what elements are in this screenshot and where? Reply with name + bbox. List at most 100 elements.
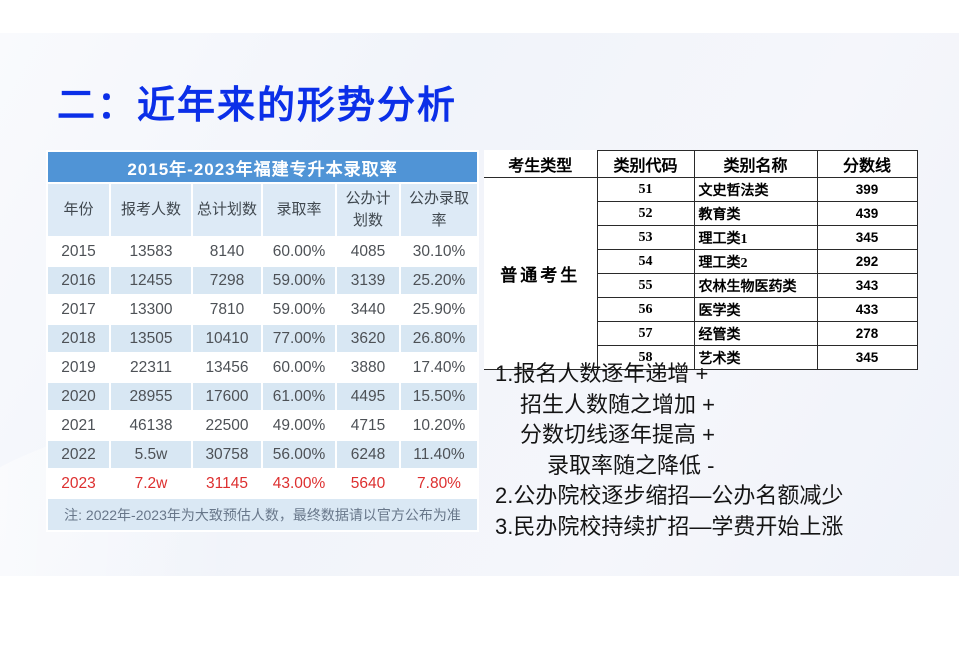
table-cell: 22311	[111, 354, 191, 381]
table-cell: 2020	[48, 383, 109, 410]
right-column-header: 类别代码	[596, 150, 695, 178]
score-line-cell: 278	[816, 321, 918, 346]
table-cell: 2017	[48, 296, 109, 323]
left-column-header: 公办录取率	[401, 184, 477, 236]
score-line-cell: 292	[816, 249, 918, 274]
table-row: 2018 13505 10410 77.00% 3620 26.80%	[48, 325, 477, 352]
score-line-cell: 433	[816, 297, 918, 322]
score-line-cell: 345	[816, 225, 918, 250]
table-cell: 7810	[193, 296, 261, 323]
table-cell: 12455	[111, 267, 191, 294]
category-code-cell: 52	[596, 201, 695, 226]
table-cell: 46138	[111, 412, 191, 439]
table-cell: 2015	[48, 238, 109, 265]
table-cell: 2018	[48, 325, 109, 352]
category-name-cell: 文史哲法类	[693, 177, 818, 202]
table-cell: 31145	[193, 470, 261, 497]
table-row: 2020 28955 17600 61.00% 4495 15.50%	[48, 383, 477, 410]
score-line-cell: 343	[816, 273, 918, 298]
table-row: 普通考生 51 文史哲法类 399	[484, 177, 918, 370]
table-row: 2016 12455 7298 59.00% 3139 25.20%	[48, 267, 477, 294]
table-cell: 43.00%	[263, 470, 335, 497]
score-line-table: 考生类型 类别代码 类别名称 分数线 普通考生 51 文史哲法类 399 52 教育类 439 53…	[484, 150, 918, 370]
table-row: 2015 13583 8140 60.00% 4085 30.10%	[48, 238, 477, 265]
table-cell: 15.50%	[401, 383, 477, 410]
category-name-cell: 理工类1	[693, 225, 818, 250]
table-cell: 22500	[193, 412, 261, 439]
category-name-cell: 教育类	[693, 201, 818, 226]
table-cell: 4495	[337, 383, 399, 410]
table-cell: 2021	[48, 412, 109, 439]
table-cell: 7298	[193, 267, 261, 294]
table-cell: 11.40%	[401, 441, 477, 468]
analysis-line: 2.公办院校逐步缩招—公办名额减少	[495, 483, 844, 508]
right-table-header-row: 考生类型 类别代码 类别名称 分数线	[484, 150, 918, 178]
category-code-cell: 55	[596, 273, 695, 298]
table-cell: 8140	[193, 238, 261, 265]
score-line-cell: 345	[816, 345, 918, 370]
table-cell: 77.00%	[263, 325, 335, 352]
table-cell: 13456	[193, 354, 261, 381]
table-cell: 10410	[193, 325, 261, 352]
table-row: 55 农林生物医药类 343	[484, 273, 918, 298]
page-title: 二：近年来的形势分析	[57, 85, 458, 127]
table-cell: 3880	[337, 354, 399, 381]
table-row: 2022 5.5w 30758 56.00% 6248 11.40%	[48, 441, 477, 468]
category-code-cell: 58	[596, 345, 695, 370]
table-cell: 25.90%	[401, 296, 477, 323]
table-note: 注: 2022年-2023年为大致预估人数，最终数据请以官方公布为准	[48, 499, 477, 530]
right-column-header: 分数线	[816, 150, 918, 178]
left-column-header: 报考人数	[111, 184, 191, 236]
category-code-cell: 56	[596, 297, 695, 322]
table-cell: 4715	[337, 412, 399, 439]
analysis-line: 3.民办院校持续扩招—学费开始上涨	[495, 513, 844, 539]
admission-rate-table: 2015年-2023年福建专升本录取率 年份 报考人数 总计划数 录取率 公办计划数 公办…	[46, 150, 479, 532]
table-cell: 3440	[337, 296, 399, 323]
table-cell: 60.00%	[263, 238, 335, 265]
table-cell: 10.20%	[401, 412, 477, 439]
table-cell: 59.00%	[263, 267, 335, 294]
table-cell: 5.5w	[111, 441, 191, 468]
table-cell: 3620	[337, 325, 399, 352]
left-column-header: 公办计划数	[337, 184, 399, 236]
category-name-cell: 经管类	[693, 321, 818, 346]
table-cell: 17600	[193, 383, 261, 410]
table-cell: 30758	[193, 441, 261, 468]
analysis-line: 录取率随之降低 -	[547, 452, 715, 478]
table-cell: 60.00%	[263, 354, 335, 381]
category-code-cell: 54	[596, 249, 695, 274]
table-cell: 17.40%	[401, 354, 477, 381]
table-row: 56 医学类 433	[484, 297, 918, 322]
table-cell: 25.20%	[401, 267, 477, 294]
table-row: 54 理工类2 292	[484, 249, 918, 274]
table-note-row: 注: 2022年-2023年为大致预估人数，最终数据请以官方公布为准	[48, 499, 477, 530]
table-cell: 28955	[111, 383, 191, 410]
category-name-cell: 医学类	[693, 297, 818, 322]
analysis-line: 分数切线逐年提高 +	[520, 422, 715, 447]
category-code-cell: 53	[596, 225, 695, 250]
right-column-header: 类别名称	[693, 150, 818, 178]
table-row: 2017 13300 7810 59.00% 3440 25.90%	[48, 296, 477, 323]
analysis-line: 招生人数随之增加 +	[520, 391, 715, 417]
left-column-header: 总计划数	[193, 184, 261, 236]
table-cell: 7.2w	[111, 470, 191, 497]
table-cell: 61.00%	[263, 383, 335, 410]
category-name-cell: 理工类2	[693, 249, 818, 274]
table-cell: 13300	[111, 296, 191, 323]
left-table-title: 2015年-2023年福建专升本录取率	[48, 152, 477, 182]
table-cell: 5640	[337, 470, 399, 497]
category-name-cell: 艺术类	[693, 345, 818, 370]
table-row: 2021 46138 22500 49.00% 4715 10.20%	[48, 412, 477, 439]
left-table-title-row: 2015年-2023年福建专升本录取率	[48, 152, 477, 182]
left-column-header: 年份	[48, 184, 109, 236]
analysis-line: 1.报名人数逐年递增 +	[495, 361, 709, 386]
table-cell: 2023	[48, 470, 109, 497]
table-cell: 2019	[48, 354, 109, 381]
category-name-cell: 农林生物医药类	[693, 273, 818, 298]
table-row: 2023 7.2w 31145 43.00% 5640 7.80%	[48, 470, 477, 497]
table-row: 58 艺术类 345	[484, 345, 918, 370]
table-row: 2019 22311 13456 60.00% 3880 17.40%	[48, 354, 477, 381]
table-row: 57 经管类 278	[484, 321, 918, 346]
analysis-list: 1.报名人数逐年递增 + 招生人数随之增加 + 分数切线逐年提高 + 录取率随之降低 …	[495, 359, 957, 542]
table-cell: 3139	[337, 267, 399, 294]
